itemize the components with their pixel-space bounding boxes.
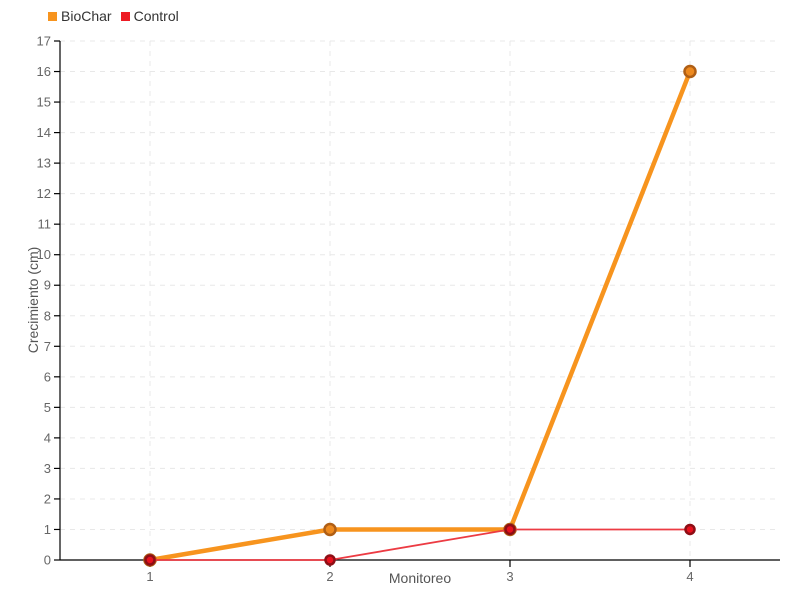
- y-tick-label: 2: [44, 491, 51, 506]
- legend-item-biochar[interactable]: BioChar: [48, 8, 112, 24]
- data-point-biochar[interactable]: [683, 64, 697, 79]
- y-tick-label: 15: [37, 95, 51, 110]
- data-point-control[interactable]: [144, 554, 156, 566]
- y-tick-label: 12: [37, 186, 51, 201]
- series-control: [144, 523, 696, 566]
- x-tick-label: 1: [146, 569, 153, 584]
- x-tick-label: 3: [506, 569, 513, 584]
- y-tick-label: 17: [37, 34, 51, 49]
- legend-label-control: Control: [133, 8, 179, 24]
- y-tick-label: 9: [44, 278, 51, 293]
- y-tick-label: 4: [44, 430, 51, 445]
- series-line: [147, 69, 693, 563]
- chart-legend: BioChar Control: [48, 8, 179, 24]
- data-point-control[interactable]: [504, 523, 516, 536]
- y-tick-label: 13: [37, 156, 51, 171]
- legend-label-biochar: BioChar: [61, 8, 112, 24]
- legend-swatch-biochar: [48, 11, 57, 21]
- y-tick-label: 7: [44, 339, 51, 354]
- y-tick-label: 14: [37, 125, 51, 140]
- gridlines: [60, 40, 780, 560]
- y-tick-label: 1: [44, 522, 51, 537]
- series-line: [149, 528, 691, 561]
- y-tick-label: 10: [37, 247, 51, 262]
- legend-item-control[interactable]: Control: [120, 8, 179, 24]
- y-tick-label: 0: [44, 553, 51, 568]
- y-tick-label: 16: [37, 64, 51, 79]
- x-tick-label: 2: [326, 569, 333, 584]
- x-tick-label: 4: [686, 569, 693, 584]
- legend-swatch-control: [120, 11, 130, 21]
- y-tick-label: 11: [38, 217, 52, 232]
- x-axis-title: Monitoreo: [388, 570, 452, 586]
- data-point-control[interactable]: [324, 554, 336, 566]
- data-point-control[interactable]: [684, 523, 696, 536]
- y-tick-label: 6: [44, 369, 51, 384]
- y-tick-label: 5: [44, 400, 51, 415]
- y-tick-label: 3: [44, 461, 51, 476]
- y-tick-label: 8: [44, 308, 51, 323]
- data-point-biochar[interactable]: [323, 522, 337, 537]
